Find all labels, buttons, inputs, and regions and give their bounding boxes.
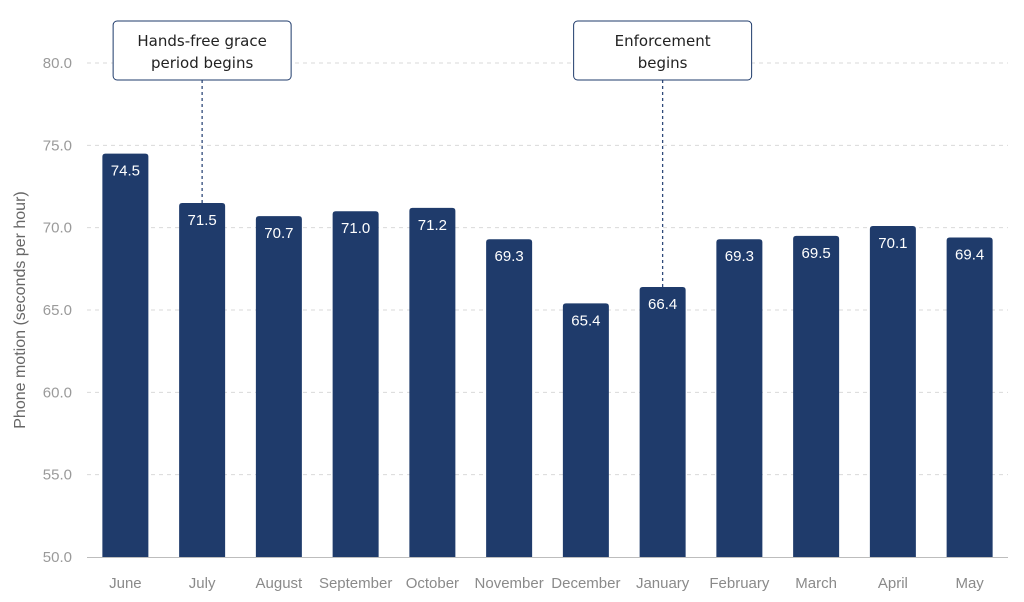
y-tick-label: 50.0 xyxy=(43,549,72,566)
data-label: 69.5 xyxy=(802,245,831,262)
data-label: 69.3 xyxy=(725,248,754,265)
bar-group: 70.1 xyxy=(869,226,916,557)
data-label: 69.3 xyxy=(495,248,524,265)
x-tick-label: May xyxy=(955,575,984,592)
bar xyxy=(179,202,226,557)
gridlines xyxy=(87,62,1008,476)
y-tick-label: 60.0 xyxy=(43,384,72,401)
bar-group: 69.3 xyxy=(716,239,763,557)
bar xyxy=(102,153,149,558)
data-label: 65.4 xyxy=(571,312,600,329)
y-tick-label: 65.0 xyxy=(43,302,72,319)
bar xyxy=(486,239,533,557)
bar-group: 65.4 xyxy=(562,303,609,557)
data-label: 71.2 xyxy=(418,217,447,234)
y-axis-title: Phone motion (seconds per hour) xyxy=(12,191,29,428)
bar-group: 66.4 xyxy=(639,286,686,557)
bar-group: 71.5 xyxy=(179,202,226,557)
bars: 74.5 71.5 70.7 71.0 71.2 69.3 65.4 66.4 69.3 69.5… xyxy=(102,153,993,558)
data-label: 66.4 xyxy=(648,296,677,313)
data-label: 70.7 xyxy=(264,225,293,242)
bar xyxy=(716,239,763,557)
bar-group: 69.4 xyxy=(946,237,993,557)
bar-group: 71.2 xyxy=(409,207,456,557)
bar-group: 74.5 xyxy=(102,153,149,558)
x-tick-label: June xyxy=(109,575,142,592)
data-label: 71.5 xyxy=(188,212,217,229)
y-axis: 50.0 55.0 60.0 65.0 70.0 75.0 80.0 xyxy=(43,55,72,566)
x-tick-label: December xyxy=(551,575,620,592)
x-tick-label: September xyxy=(319,575,392,592)
x-tick-label: July xyxy=(189,575,216,592)
bar xyxy=(562,303,609,557)
data-label: 70.1 xyxy=(878,235,907,252)
bar-group: 69.3 xyxy=(486,239,533,557)
bar xyxy=(793,235,840,557)
bar xyxy=(869,226,916,557)
data-label: 69.4 xyxy=(955,247,984,264)
x-tick-label: April xyxy=(878,575,908,592)
annotation-text: Hands-free grace xyxy=(137,32,266,50)
annotation: Hands-free grace period begins xyxy=(112,20,292,203)
y-tick-label: 80.0 xyxy=(43,55,72,72)
annotations: Hands-free grace period begins Enforcement… xyxy=(112,20,753,287)
x-tick-label: February xyxy=(709,575,770,592)
annotation-text: Enforcement xyxy=(615,32,711,50)
bar-group: 69.5 xyxy=(793,235,840,557)
annotation-text: period begins xyxy=(151,54,253,72)
bar-group: 70.7 xyxy=(255,216,302,557)
x-tick-label: November xyxy=(475,575,544,592)
bar xyxy=(409,207,456,557)
bar xyxy=(946,237,993,557)
data-label: 71.0 xyxy=(341,220,370,237)
annotation-box xyxy=(112,20,292,81)
annotation-text: begins xyxy=(638,54,688,72)
bar xyxy=(332,211,379,557)
y-tick-label: 75.0 xyxy=(43,137,72,154)
bar-group: 71.0 xyxy=(332,211,379,557)
annotation-box xyxy=(573,20,753,81)
x-axis: June July August September October November De… xyxy=(87,557,1008,592)
x-tick-label: March xyxy=(795,575,837,592)
x-tick-label: January xyxy=(636,575,690,592)
y-tick-label: 55.0 xyxy=(43,467,72,484)
bar xyxy=(255,216,302,557)
data-label: 74.5 xyxy=(111,163,140,180)
y-tick-label: 70.0 xyxy=(43,220,72,237)
annotation: Enforcement begins xyxy=(573,20,753,287)
x-tick-label: August xyxy=(256,575,304,592)
x-tick-label: October xyxy=(406,575,459,592)
bar xyxy=(639,286,686,557)
